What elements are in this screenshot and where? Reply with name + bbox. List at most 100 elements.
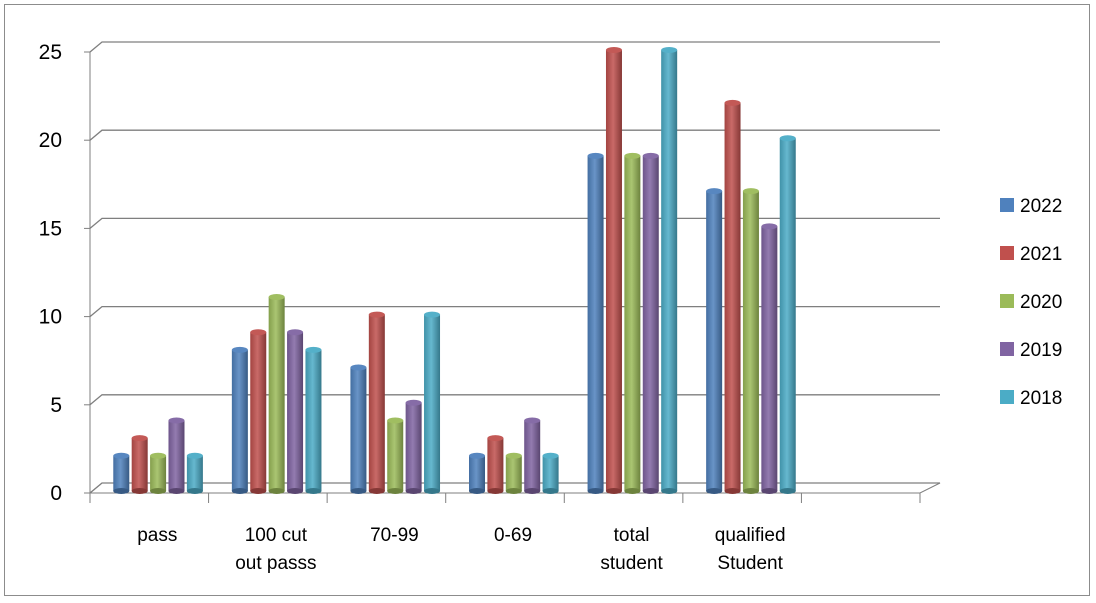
bar-base (150, 488, 167, 494)
bar (150, 452, 167, 494)
bar-top (405, 399, 422, 406)
gridline (89, 482, 940, 494)
bar-base (524, 488, 541, 494)
bar (113, 452, 130, 494)
bar (469, 452, 485, 494)
bar-top (113, 452, 130, 459)
bar-body (268, 296, 285, 491)
bar-body (761, 226, 778, 491)
bar-top (724, 99, 741, 106)
legend: 2022 2021 2020 2019 2018 (1000, 196, 1062, 409)
bar-top (168, 417, 185, 424)
bar-base (424, 488, 441, 494)
bar-top (761, 223, 778, 230)
bar (761, 223, 778, 494)
y-tick-label: 15 (39, 217, 62, 240)
bar-top (642, 152, 659, 159)
gridline (89, 217, 940, 229)
bar (186, 452, 203, 494)
bar-base (387, 488, 404, 494)
gridline (89, 394, 940, 406)
bar-top (505, 452, 522, 459)
x-category-label: out passs (235, 553, 316, 574)
bar-body (661, 50, 678, 491)
bar-base (268, 488, 285, 494)
bar (605, 47, 622, 494)
bar-body (524, 420, 541, 491)
bar-top (368, 311, 385, 318)
legend-swatch (1000, 294, 1014, 308)
legend-swatch (1000, 198, 1014, 212)
bar-body (131, 438, 148, 491)
bar-body (150, 455, 167, 491)
bar-base (724, 488, 741, 494)
bar-body (231, 349, 248, 491)
bar (405, 399, 422, 494)
bar-base (368, 488, 385, 494)
y-tick-label: 10 (39, 306, 62, 329)
bar-base (131, 488, 148, 494)
bar-body (742, 191, 759, 491)
bar (287, 329, 304, 494)
x-category-label: Student (717, 553, 783, 574)
bar (131, 435, 148, 494)
bar (505, 452, 522, 494)
bar-top (624, 152, 641, 159)
x-category-label: pass (137, 525, 177, 546)
bar-body (642, 155, 659, 491)
legend-label: 2020 (1020, 292, 1062, 313)
x-axis: pass 100 cut out passs 70-99 0-69 total studen… (89, 493, 921, 574)
legend-swatch (1000, 390, 1014, 404)
bar-body (405, 402, 422, 491)
bar-base (186, 488, 203, 494)
bar (587, 152, 604, 494)
bar-top (661, 47, 678, 53)
bar (642, 152, 659, 494)
bar-body (250, 332, 267, 491)
bar-base (469, 488, 485, 494)
bar-base (405, 488, 422, 494)
gridline (89, 129, 940, 141)
bar-base (624, 488, 641, 494)
bar-body (724, 102, 741, 492)
bar-body (542, 455, 559, 491)
bar-base (113, 488, 130, 494)
bar-base (487, 488, 504, 494)
bar-body (779, 138, 796, 491)
bar-body (505, 455, 522, 491)
bar-base (605, 488, 622, 494)
bar-body (168, 420, 185, 491)
y-tick-label: 25 (39, 41, 62, 64)
bar-top (742, 188, 759, 195)
bar (724, 99, 741, 494)
y-tick-label: 5 (50, 394, 62, 417)
bar-body (387, 420, 404, 491)
bar-top (231, 346, 248, 353)
bar (268, 293, 285, 494)
bar-base (706, 488, 723, 494)
x-category-label: qualified (715, 525, 786, 546)
bar-base (661, 488, 678, 494)
bar (524, 417, 541, 494)
bar (742, 188, 759, 494)
bar-body (706, 191, 723, 491)
bar (779, 135, 796, 494)
bar-top (305, 346, 322, 353)
bar (487, 435, 504, 494)
bar-top (186, 452, 203, 459)
bar-base (250, 488, 267, 494)
chart-frame (4, 4, 1090, 596)
bar-base (761, 488, 778, 494)
bar-body (587, 155, 604, 491)
bar-base (542, 488, 559, 494)
bar (424, 311, 441, 494)
bar (542, 452, 559, 494)
x-category-label: 0-69 (494, 525, 532, 546)
bar-top (350, 364, 367, 371)
bar-top (268, 293, 285, 300)
bar (387, 417, 404, 494)
legend-swatch (1000, 342, 1014, 356)
bar-base (168, 488, 185, 494)
bar-body (424, 314, 441, 491)
bar (350, 364, 367, 494)
